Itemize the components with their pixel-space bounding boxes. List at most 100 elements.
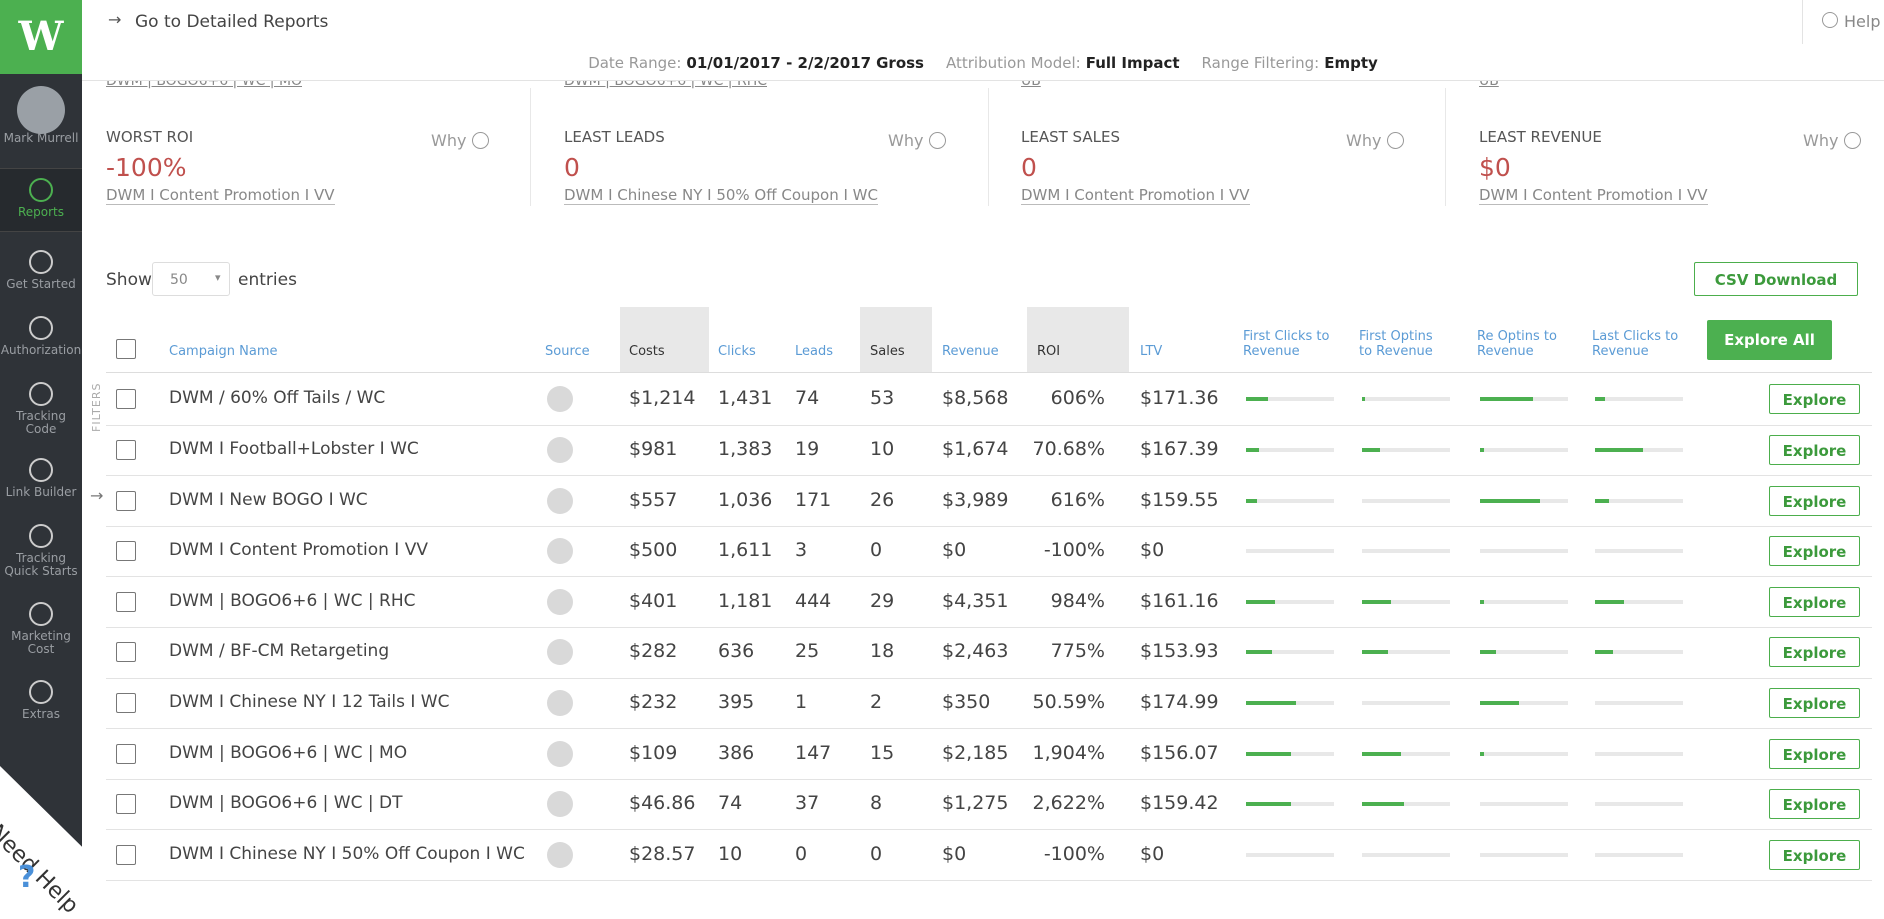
column-header[interactable]: Revenue [942,344,999,359]
need-help-corner[interactable] [0,740,140,896]
nav-label[interactable]: Link Builder [5,485,77,499]
bar-track [1246,700,1334,705]
column-header[interactable]: Campaign Name [169,344,278,359]
why-link[interactable]: Why [1803,131,1839,150]
nav-label[interactable]: Extras [22,707,60,721]
campaign-name[interactable]: DWM | BOGO6+6 | WC | DT [169,793,403,814]
nav-icon[interactable] [29,458,53,482]
card-prev-link[interactable]: DWM | BOGO6+6 | WC | MO [106,73,303,89]
explore-button[interactable]: Explore [1769,434,1860,465]
column-header[interactable]: ROI [1037,344,1061,359]
campaign-name[interactable]: DWM I Content Promotion I VV [169,540,428,561]
explore-button[interactable]: Explore [1769,536,1860,567]
campaign-name[interactable]: DWM | BOGO6+6 | WC | RHC [169,590,416,611]
csv-label[interactable]: CSV Download [1714,271,1838,289]
bar-fill [1595,397,1605,402]
column-header[interactable]: LTV [1140,344,1163,359]
column-header[interactable]: First Optins to Revenue [1359,329,1433,359]
select-all[interactable] [116,339,136,359]
column-header[interactable]: Costs [629,344,665,359]
card-prev-link[interactable]: UB [1021,73,1041,89]
cell-clicks: 395 [718,690,755,713]
column-header[interactable]: First Clicks to Revenue [1243,329,1330,359]
why-link[interactable]: Why [1346,131,1382,150]
filter-gross[interactable]: Gross [876,54,924,72]
card-campaign[interactable]: DWM I Content Promotion I VV [106,186,335,205]
help-link[interactable]: Help [1844,12,1881,31]
filters-tab[interactable]: FILTERS [90,382,103,432]
card-prev-link[interactable]: UB [1479,73,1499,89]
why-icon[interactable] [1387,132,1404,149]
card-campaign[interactable]: DWM I Chinese NY I 50% Off Coupon I WC [564,186,878,205]
nav-label[interactable]: Authorization [0,343,82,357]
nav-icon[interactable] [29,680,53,704]
row-checkbox[interactable] [116,794,136,815]
filter-range[interactable]: Empty [1324,54,1378,72]
row-checkbox[interactable] [116,844,136,865]
nav-label[interactable]: Marketing Cost [11,629,71,656]
explore-button[interactable]: Explore [1769,586,1860,617]
column-header[interactable]: Re Optins to Revenue [1477,329,1557,359]
nav-label[interactable]: Tracking Quick Starts [4,551,78,578]
arrow: → [108,10,122,29]
why-link[interactable]: Why [888,131,924,150]
filter-date[interactable]: 01/01/2017 - 2/2/2017 [686,54,872,72]
campaign-name[interactable]: DWM / 60% Off Tails / WC [169,388,386,409]
bar-fill [1480,397,1533,402]
column-header[interactable]: Sales [870,344,905,359]
card-prev-link[interactable]: DWM | BOGO6+6 | WC | RHC [564,73,767,89]
column-header[interactable]: Source [545,344,590,359]
explore-button[interactable]: Explore [1769,637,1860,668]
nav-icon[interactable] [29,250,53,274]
explore-button[interactable]: Explore [1769,384,1860,415]
avatar[interactable] [17,86,65,134]
row-checkbox[interactable] [116,692,136,713]
filters-arrow: → [90,486,104,505]
detailed-reports-link[interactable]: Go to Detailed Reports [135,12,329,32]
column-header[interactable]: Clicks [718,344,756,359]
why-icon[interactable] [1844,132,1861,149]
nav-icon[interactable] [29,316,53,340]
cell-leads: 1 [795,690,808,713]
csv-download[interactable]: CSV Download [1694,262,1858,296]
row-checkbox[interactable] [116,389,136,410]
column-header[interactable]: Leads [795,344,834,359]
explore-button[interactable]: Explore [1769,485,1860,516]
explore-button[interactable]: Explore [1769,839,1860,870]
column-header[interactable]: Last Clicks to Revenue [1592,329,1679,359]
card-title: WORST ROI [106,128,194,146]
row-checkbox[interactable] [116,541,136,562]
explore-all[interactable]: Explore All [1707,320,1832,360]
nav-icon[interactable] [29,602,53,626]
campaign-name[interactable]: DWM / BF-CM Retargeting [169,641,390,662]
nav-icon[interactable] [29,382,53,406]
nav-label[interactable]: Tracking Code [16,409,66,436]
entries-select[interactable]: 50 ▾ [152,262,230,296]
row-checkbox[interactable] [116,439,136,460]
logo[interactable]: W [0,0,82,74]
card-campaign[interactable]: DWM I Content Promotion I VV [1021,186,1250,205]
nav-label[interactable]: Reports [17,205,65,219]
filter-attribution[interactable]: Full Impact [1085,54,1180,72]
source-icon [547,436,573,463]
row-checkbox[interactable] [116,642,136,663]
row-checkbox[interactable] [116,490,136,511]
nav-label[interactable]: Get Started [6,277,76,291]
campaign-name[interactable]: DWM | BOGO6+6 | WC | MO [169,742,408,763]
explore-button[interactable]: Explore [1769,789,1860,820]
why-icon[interactable] [472,132,489,149]
explore-button[interactable]: Explore [1769,738,1860,769]
campaign-name[interactable]: DWM I Chinese NY I 12 Tails I WC [169,691,450,712]
campaign-name[interactable]: DWM I New BOGO I WC [169,489,368,510]
sorted-column-bg [860,307,932,372]
nav-icon[interactable] [29,524,53,548]
row-checkbox[interactable] [116,591,136,612]
explore-button[interactable]: Explore [1769,687,1860,718]
why-link[interactable]: Why [431,131,467,150]
row-checkbox[interactable] [116,743,136,764]
campaign-name[interactable]: DWM I Football+Lobster I WC [169,438,419,459]
why-icon[interactable] [929,132,946,149]
campaign-name[interactable]: DWM I Chinese NY I 50% Off Coupon I WC [169,843,525,864]
card-campaign[interactable]: DWM I Content Promotion I VV [1479,186,1708,205]
nav-icon[interactable] [29,178,53,202]
